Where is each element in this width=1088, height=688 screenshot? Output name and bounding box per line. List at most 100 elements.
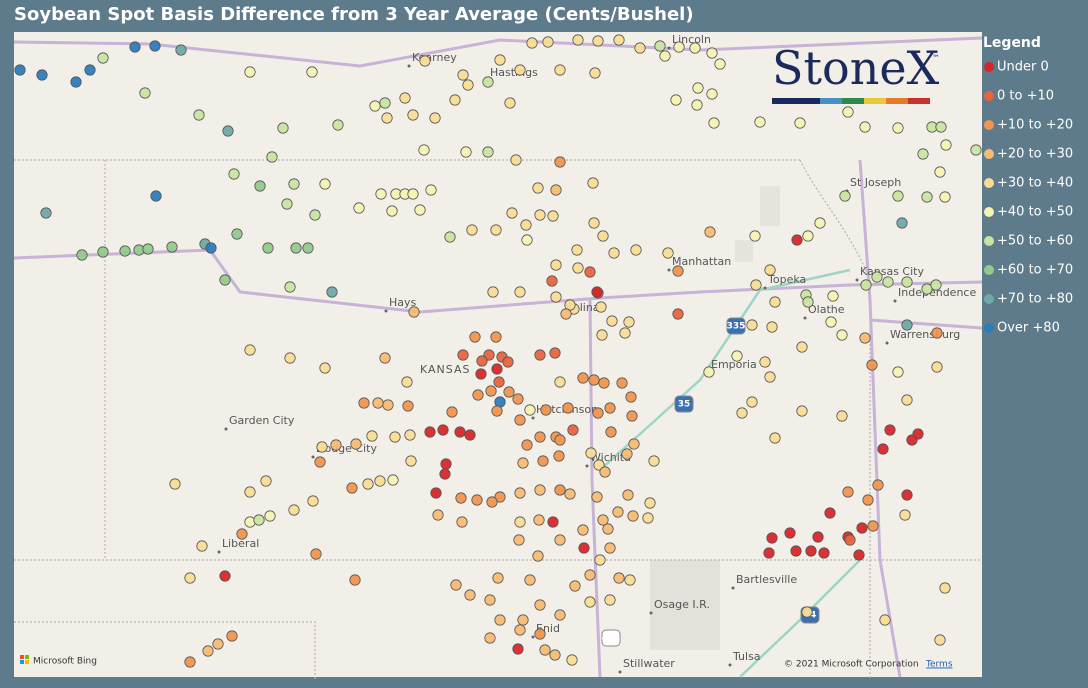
- basis-point: [706, 88, 718, 100]
- basis-point: [642, 512, 654, 524]
- basis-point: [491, 405, 503, 417]
- basis-point: [492, 572, 504, 584]
- basis-point: [316, 441, 328, 453]
- basis-point: [490, 331, 502, 343]
- basis-point: [784, 527, 796, 539]
- basis-point: [310, 548, 322, 560]
- basis-point: [596, 329, 608, 341]
- basis-point: [931, 361, 943, 373]
- basis-point: [537, 455, 549, 467]
- basis-point: [569, 580, 581, 592]
- legend-swatch: [984, 91, 994, 101]
- basis-point: [827, 290, 839, 302]
- basis-point: [76, 249, 88, 261]
- basis-point: [521, 439, 533, 451]
- legend-swatch: [984, 294, 994, 304]
- basis-point: [506, 207, 518, 219]
- basis-point: [839, 190, 851, 202]
- basis-point: [350, 438, 362, 450]
- basis-point: [205, 242, 217, 254]
- basis-point: [714, 58, 726, 70]
- legend: Under 0 0 to +10 +10 to +20 +20 to +30 +30 t…: [984, 60, 1073, 336]
- basis-point: [592, 35, 604, 47]
- basis-point: [662, 247, 674, 259]
- bing-logo: [25, 660, 29, 664]
- basis-point: [244, 66, 256, 78]
- basis-point: [554, 484, 566, 496]
- basis-point: [670, 94, 682, 106]
- basis-point: [277, 122, 289, 134]
- road-shield-label: 335: [727, 322, 746, 332]
- legend-title: Legend: [983, 35, 1041, 51]
- basis-point: [549, 347, 561, 359]
- basis-point: [534, 484, 546, 496]
- basis-point: [375, 188, 387, 200]
- basis-point: [634, 42, 646, 54]
- basis-point: [425, 184, 437, 196]
- basis-point: [460, 146, 472, 158]
- basis-point: [520, 219, 532, 231]
- basis-point: [591, 491, 603, 503]
- basis-point: [407, 109, 419, 121]
- basis-point: [939, 582, 951, 594]
- logo-bar: [886, 98, 908, 104]
- basis-point: [842, 106, 854, 118]
- basis-point: [526, 37, 538, 49]
- place-label: Hastings: [490, 66, 538, 79]
- basis-point: [502, 356, 514, 368]
- logo-text: StoneX: [772, 41, 940, 95]
- basis-point: [219, 274, 231, 286]
- basis-point: [867, 520, 879, 532]
- basis-point: [374, 475, 386, 487]
- basis-point: [222, 125, 234, 137]
- terms-link[interactable]: Terms: [925, 660, 953, 670]
- basis-points: [14, 34, 982, 668]
- basis-point: [439, 468, 451, 480]
- basis-point: [749, 230, 761, 242]
- place-marker: [407, 64, 411, 68]
- basis-point: [566, 654, 578, 666]
- land-area: [760, 186, 780, 226]
- basis-point: [879, 614, 891, 626]
- basis-point: [613, 34, 625, 46]
- basis-point: [517, 457, 529, 469]
- logo-bar: [820, 98, 842, 104]
- basis-point: [471, 494, 483, 506]
- legend-label: 0 to +10: [997, 89, 1054, 104]
- basis-point: [673, 41, 685, 53]
- basis-point: [142, 243, 154, 255]
- basis-point: [625, 391, 637, 403]
- basis-point: [731, 350, 743, 362]
- basis-point: [588, 374, 600, 386]
- place-marker: [224, 427, 228, 431]
- basis-point: [866, 359, 878, 371]
- basis-point: [534, 599, 546, 611]
- basis-point: [689, 42, 701, 54]
- basis-point: [805, 545, 817, 557]
- basis-point: [560, 308, 572, 320]
- basis-point: [860, 279, 872, 291]
- basis-point: [842, 486, 854, 498]
- basis-point: [599, 466, 611, 478]
- basis-point: [859, 332, 871, 344]
- basis-point: [871, 271, 883, 283]
- bing-logo: [20, 660, 24, 664]
- basis-point: [917, 148, 929, 160]
- basis-point: [514, 487, 526, 499]
- basis-point: [818, 547, 830, 559]
- legend-label: +30 to +40: [997, 176, 1073, 191]
- basis-point: [469, 331, 481, 343]
- basis-point: [40, 207, 52, 219]
- basis-point: [330, 439, 342, 451]
- basis-point: [444, 231, 456, 243]
- basis-point: [264, 510, 276, 522]
- basis-point: [514, 516, 526, 528]
- basis-point: [466, 224, 478, 236]
- basis-point: [856, 522, 868, 534]
- basis-point: [769, 432, 781, 444]
- basis-point: [129, 41, 141, 53]
- basis-point: [139, 87, 151, 99]
- basis-point: [358, 397, 370, 409]
- basis-point: [524, 404, 536, 416]
